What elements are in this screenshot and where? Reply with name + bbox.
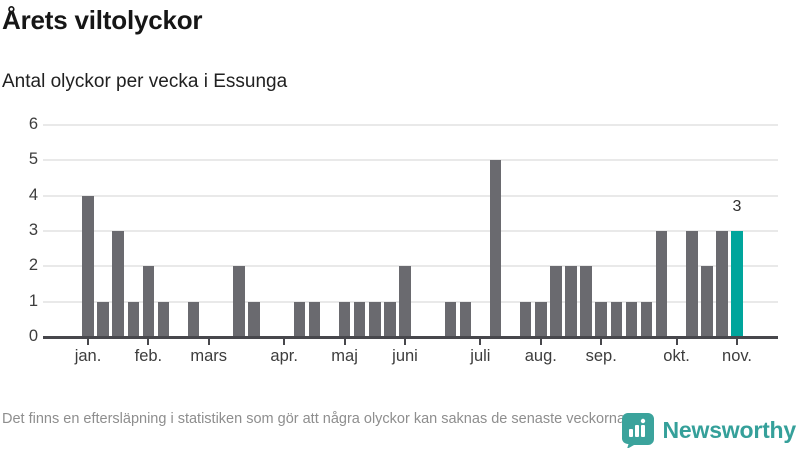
bar-week-26 [459,301,472,337]
x-axis-label-maj: maj [331,347,358,365]
brand-name: Newsworthy [662,416,797,443]
y-axis-label: 2 [28,256,38,275]
brand-logo: Newsworthy [621,412,797,449]
bar-week-32 [550,266,562,337]
bar-week-12 [248,301,260,337]
x-axis-label-okt: okt. [663,347,690,365]
y-axis-label: 3 [28,221,38,239]
x-axis-line [43,336,778,339]
bar-week-31 [535,301,547,337]
gridline-y-6 [43,124,778,127]
bar-week-18 [338,301,351,337]
x-axis-label-juni: juni [392,347,418,365]
bar-week-35 [595,301,607,337]
bar-week-3 [112,231,124,337]
x-axis-label-feb: feb. [134,347,163,365]
bar-week-43 [716,231,728,337]
x-axis-tick [404,339,406,345]
x-axis-label-apr: apr. [270,347,298,365]
bar-week-28 [489,160,502,337]
x-axis-tick [147,339,150,345]
x-axis-tick [539,339,542,345]
bar-week-38 [640,301,653,337]
footnote: Det finns en eftersläpning i statistiken… [2,411,630,427]
bar-week-20 [369,301,381,337]
bar-week-34 [580,266,592,337]
x-axis-tick [283,339,286,345]
x-axis-tick [343,339,346,345]
bar-week-11 [233,266,245,337]
bar-week-37 [625,301,638,337]
bar-week-36 [610,301,622,337]
bar-week-33 [565,266,577,337]
x-axis-label-aug: aug. [524,347,557,365]
x-axis-label-juli: juli [470,347,491,365]
bar-week-44 [731,231,743,337]
bar-week-2 [97,301,109,337]
page-title: Årets viltolyckor [2,5,203,35]
x-axis-label-sep: sep. [585,347,617,365]
bar-week-41 [686,231,698,337]
x-axis-tick [207,339,210,345]
x-axis-tick [87,339,89,345]
newsworthy-logo-icon [621,412,655,449]
bar-week-21 [384,301,396,337]
bar-week-42 [701,266,713,337]
bar-week-15 [293,301,306,337]
y-axis-label: 6 [28,115,38,134]
bar-week-16 [308,301,321,337]
bar-week-25 [444,301,456,337]
x-axis-label-mars: mars [190,347,228,365]
x-axis-tick [736,339,738,345]
y-axis-label: 4 [28,185,38,204]
bar-week-19 [353,301,366,337]
highlight-value-label: 3 [732,198,742,215]
bar-week-22 [399,266,411,337]
bar-week-30 [519,301,532,337]
bar-week-4 [127,301,139,337]
x-axis-label-jan: jan. [74,347,102,365]
y-axis-label: 0 [28,327,38,345]
x-axis-tick [600,339,603,345]
bar-week-39 [655,231,668,337]
bar-week-8 [187,301,200,337]
bar-week-5 [142,266,155,337]
gridline-y-4 [43,194,778,197]
chart-subtitle: Antal olyckor per vecka i Essunga [2,71,288,92]
x-axis-label-nov: nov. [722,347,752,365]
x-axis-tick [675,339,678,345]
gridline-y-5 [43,159,778,162]
gridline-y-3 [43,230,778,232]
bar-week-6 [157,301,170,337]
y-axis-label: 5 [28,150,38,169]
bar-week-1 [82,195,94,337]
y-axis-label: 1 [28,291,38,310]
x-axis-tick [479,339,482,345]
